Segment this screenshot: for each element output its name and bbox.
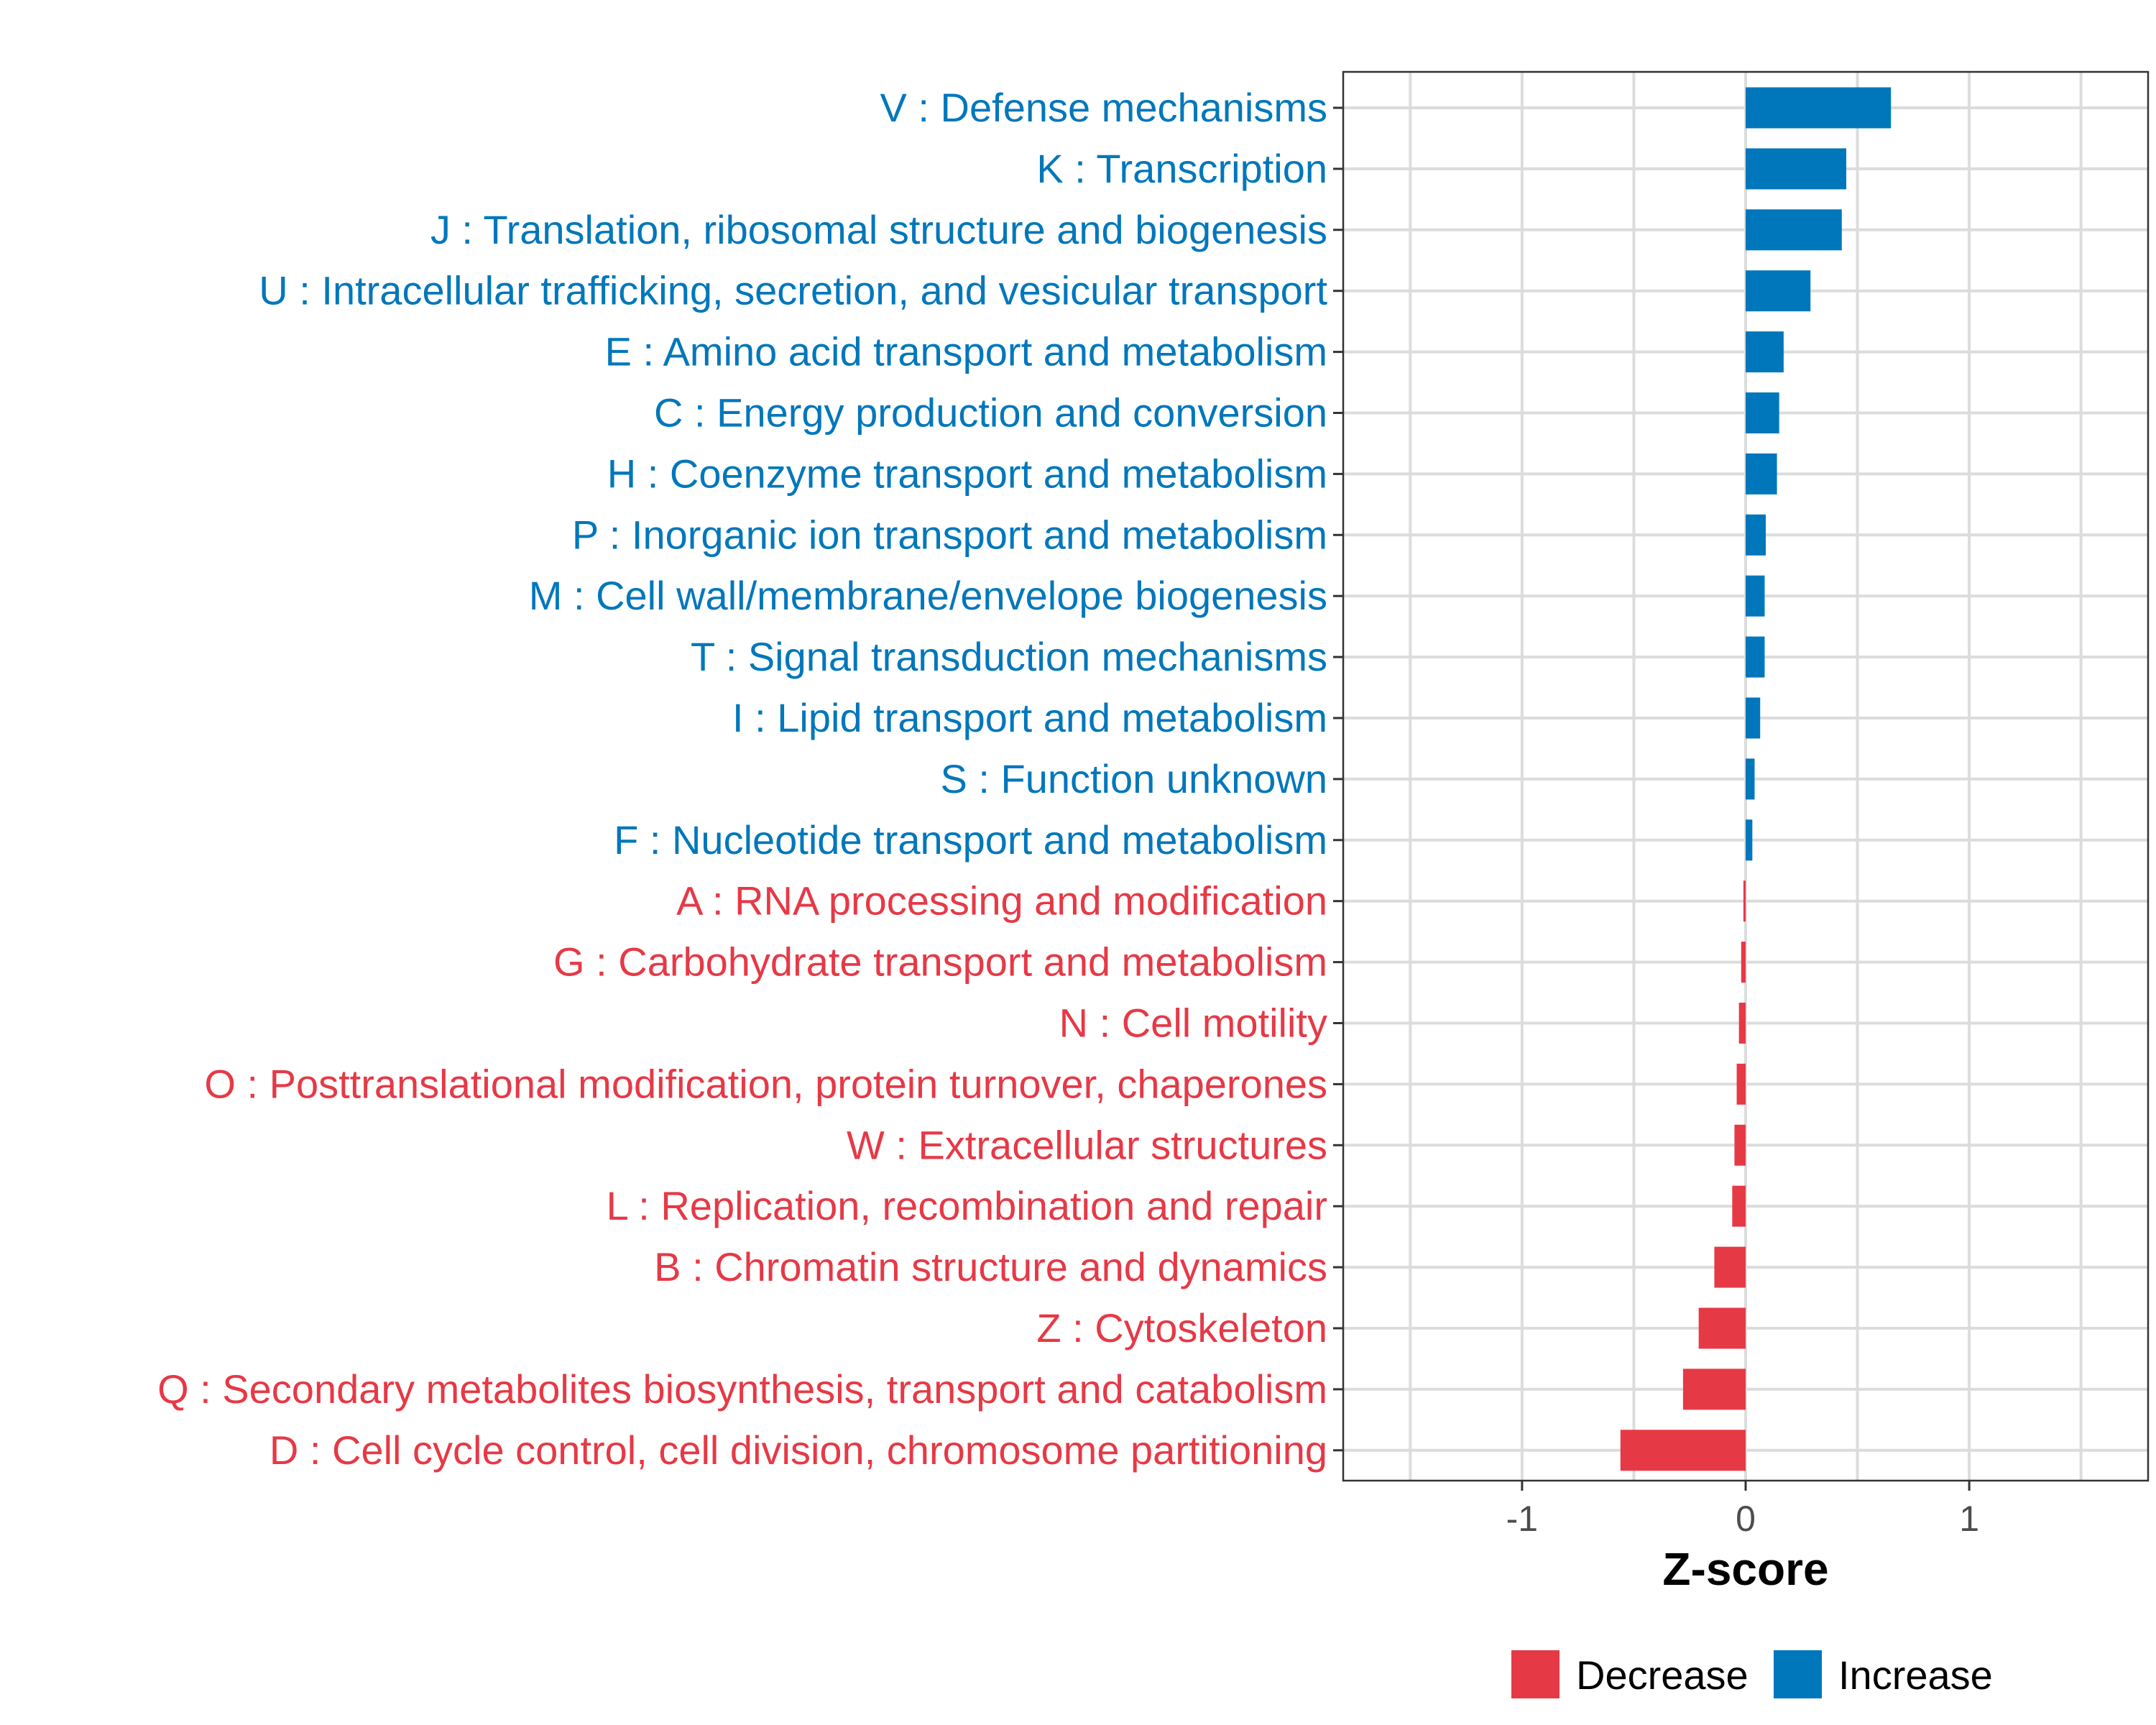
bar-decrease (1714, 1246, 1746, 1288)
category-label: B : Chromatin structure and dynamics (654, 1244, 1327, 1289)
bar-decrease (1682, 1368, 1746, 1410)
category-label: V : Defense mechanisms (880, 85, 1327, 130)
bar-decrease (1734, 1124, 1746, 1166)
bar-decrease (1732, 1185, 1746, 1227)
bars (1620, 87, 1892, 1471)
bar-increase (1746, 453, 1777, 494)
bar-increase (1746, 697, 1761, 739)
category-label: A : RNA processing and modification (676, 878, 1327, 924)
category-label: U : Intracellular trafficking, secretion… (259, 268, 1327, 313)
legend-swatch-decrease (1511, 1650, 1560, 1698)
bar-increase (1746, 87, 1892, 129)
bar-increase (1746, 209, 1842, 251)
category-labels: V : Defense mechanisms K : Transcription J… (157, 85, 1327, 1473)
bar-increase (1746, 819, 1753, 861)
bar-increase (1746, 514, 1766, 556)
legend-label-increase: Increase (1838, 1652, 1993, 1698)
bar-increase (1746, 270, 1811, 312)
bar-increase (1746, 636, 1765, 678)
category-label: W : Extracellular structures (847, 1122, 1327, 1167)
bar-decrease (1743, 880, 1746, 922)
category-label: K : Transcription (1036, 146, 1327, 191)
category-label: F : Nucleotide transport and metabolism (614, 817, 1327, 862)
category-label: S : Function unknown (940, 756, 1327, 801)
legend: Decrease Increase (1511, 1650, 1993, 1698)
category-label: M : Cell wall/membrane/envelope biogenes… (529, 573, 1327, 618)
category-label: C : Energy production and conversion (654, 390, 1327, 436)
bar-decrease (1620, 1430, 1746, 1471)
bar-increase (1746, 392, 1779, 433)
category-label: T : Signal transduction mechanisms (691, 634, 1327, 679)
category-label: P : Inorganic ion transport and metaboli… (572, 512, 1327, 557)
bar-increase (1746, 148, 1846, 190)
category-label: Q : Secondary metabolites biosynthesis, … (157, 1366, 1327, 1412)
category-label: Z : Cytoskeleton (1036, 1305, 1327, 1351)
x-axis-ticks: -1 0 1 (1506, 1481, 1979, 1539)
bar-decrease (1738, 1003, 1746, 1044)
bar-decrease (1736, 1063, 1746, 1105)
x-tick-label: -1 (1506, 1499, 1538, 1539)
category-label: O : Posttranslational modification, prot… (204, 1061, 1327, 1106)
bar-increase (1746, 758, 1755, 800)
category-label: G : Carbohydrate transport and metabolis… (553, 939, 1327, 985)
category-label: L : Replication, recombination and repai… (607, 1183, 1327, 1228)
category-label: E : Amino acid transport and metabolism (605, 329, 1327, 374)
bar-increase (1746, 331, 1784, 373)
category-label: J : Translation, ribosomal structure and… (430, 207, 1327, 252)
category-label: D : Cell cycle control, cell division, c… (270, 1427, 1327, 1473)
y-axis-ticks (1333, 106, 1343, 1452)
category-label: N : Cell motility (1059, 1000, 1327, 1046)
category-label: H : Coenzyme transport and metabolism (607, 451, 1327, 496)
x-axis-title: Z-score (1662, 1543, 1828, 1595)
legend-swatch-increase (1774, 1650, 1822, 1698)
category-label: I : Lipid transport and metabolism (732, 695, 1327, 740)
x-tick-label: 1 (1959, 1499, 1979, 1539)
bar-decrease (1741, 942, 1746, 983)
bar-increase (1746, 575, 1765, 617)
bar-decrease (1698, 1307, 1746, 1349)
x-tick-label: 0 (1736, 1499, 1756, 1539)
legend-label-decrease: Decrease (1576, 1652, 1749, 1698)
